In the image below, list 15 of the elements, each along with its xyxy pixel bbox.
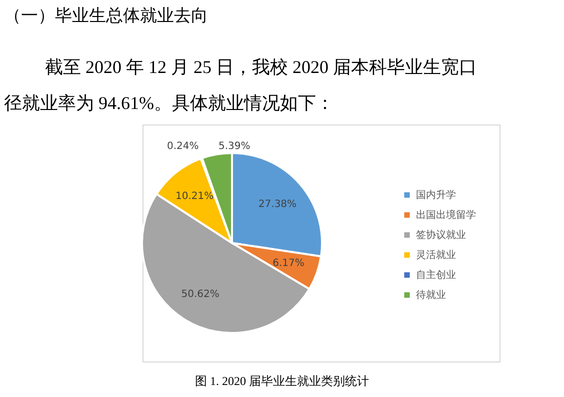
legend-label: 灵活就业 — [416, 249, 456, 261]
chart-subtitle: 截至 2020 年 12 月 25 日，我校 2020 届本科毕业生宽口径就业率为 94.61%。具体就业情况如下： — [4, 57, 477, 113]
legend-label: 签协议就业 — [416, 229, 466, 241]
data-label: 50.62% — [181, 288, 220, 300]
legend-label: 国内升学 — [416, 189, 456, 201]
data-label: 5.39% — [218, 141, 250, 152]
data-label: 0.24% — [167, 141, 199, 152]
legend-label: 自主创业 — [416, 269, 456, 281]
caption: 图 1. 2020 届毕业生就业类别统计 — [195, 374, 369, 388]
data-label: 6.17% — [272, 258, 304, 270]
legend-label: 待就业 — [416, 289, 446, 301]
data-label: 27.38% — [258, 198, 297, 210]
chart-title: （一）毕业生总体就业去向 — [4, 6, 208, 26]
legend-label: 出国出境留学 — [416, 209, 476, 221]
data-label: 10.21% — [175, 191, 214, 202]
